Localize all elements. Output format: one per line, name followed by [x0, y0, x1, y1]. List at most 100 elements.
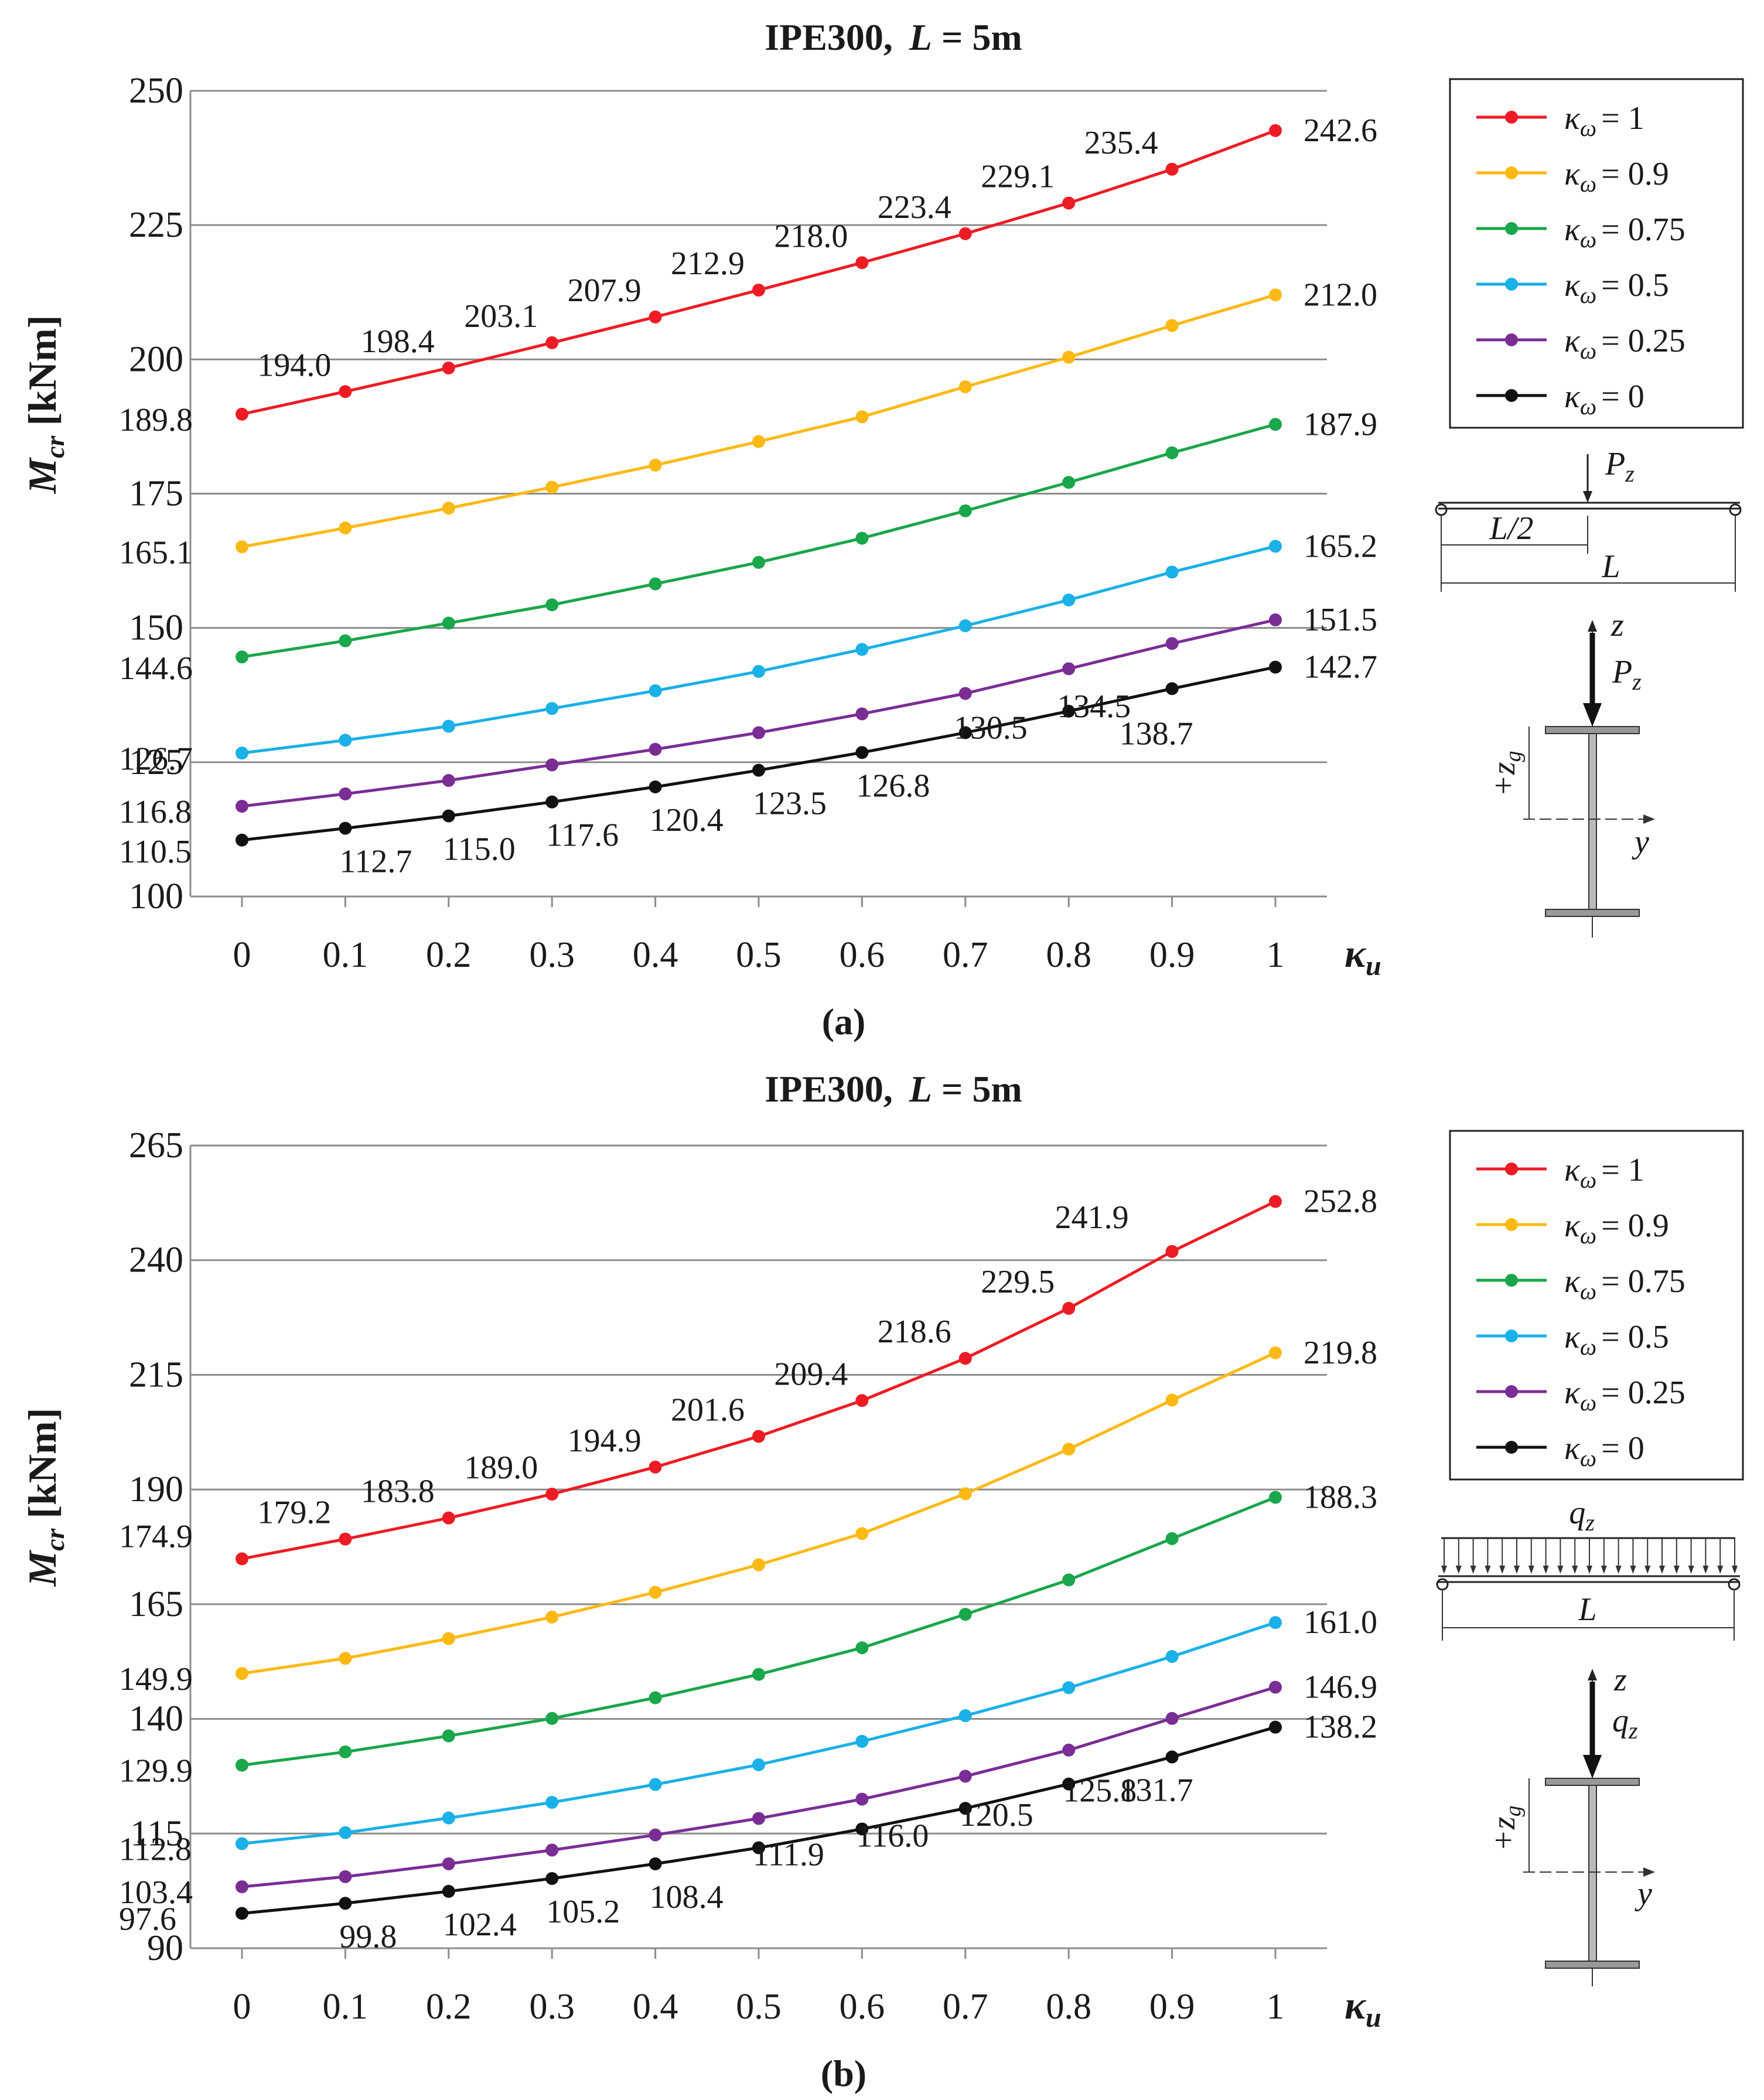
- data-point: [236, 1880, 248, 1894]
- data-point: [339, 634, 352, 647]
- x-tick-label: 0: [233, 1987, 251, 2027]
- distributed-load-arrows: [1441, 1538, 1738, 1574]
- legend-marker: [1505, 1441, 1518, 1454]
- data-point: [649, 1778, 662, 1791]
- legend-marker: [1505, 389, 1518, 402]
- data-point: [236, 1552, 248, 1566]
- legend-box: [1449, 1130, 1744, 1481]
- data-point: [752, 1758, 765, 1771]
- data-point: [1269, 1616, 1282, 1629]
- data-point: [236, 540, 248, 554]
- data-point: [1269, 1680, 1282, 1694]
- data-point: [855, 256, 869, 270]
- chart-a: IPE300, L = 5m Mcr [kNm] 100 125 150 175 200 2…: [20, 16, 1744, 1042]
- data-label: 120.5: [960, 1797, 1033, 1833]
- data-point: [339, 521, 352, 535]
- data-point: [1062, 704, 1076, 718]
- load-arrowhead: [1688, 1566, 1694, 1574]
- data-point: [649, 1460, 662, 1474]
- data-label: 108.4: [650, 1879, 724, 1915]
- data-label: 179.2: [257, 1495, 331, 1531]
- chart-a-gridlines: [189, 90, 1327, 907]
- web: [1588, 1785, 1597, 1962]
- y-tick-label: 140: [129, 1699, 183, 1739]
- x-tick-label: 0.4: [633, 1987, 678, 2027]
- data-point: [855, 1792, 869, 1806]
- data-point: [1165, 1245, 1179, 1258]
- legend-marker: [1505, 1385, 1518, 1398]
- data-point: [958, 1352, 972, 1365]
- data-label: 203.1: [464, 298, 538, 335]
- data-point: [545, 795, 559, 809]
- data-label: 126.7: [119, 741, 193, 777]
- data-label: 174.9: [119, 1518, 193, 1554]
- data-label: 123.5: [753, 786, 827, 822]
- data-point: [545, 1796, 559, 1809]
- load-arrowhead: [1543, 1566, 1549, 1574]
- chart-b-xlabel: κu: [1345, 1983, 1381, 2033]
- data-point: [545, 1843, 559, 1857]
- data-point: [442, 1511, 455, 1525]
- data-point: [958, 1770, 972, 1783]
- legend-entry: κω = 0.5: [1564, 267, 1669, 308]
- data-point: [1062, 1743, 1076, 1757]
- data-point: [855, 1527, 869, 1540]
- data-point: [855, 1734, 869, 1748]
- data-point: [958, 1487, 972, 1501]
- data-point: [236, 1758, 248, 1772]
- y-tick-label: 90: [147, 1928, 183, 1968]
- data-label: 129.9: [119, 1753, 193, 1789]
- y-tick-label: 165: [129, 1584, 183, 1624]
- data-label: 189.0: [464, 1450, 538, 1486]
- data-point: [1062, 594, 1076, 606]
- data-point: [752, 555, 765, 569]
- top-flange: [1545, 1778, 1640, 1786]
- data-label: 116.8: [119, 794, 192, 830]
- data-point: [958, 1608, 972, 1621]
- data-point: [545, 598, 559, 612]
- data-point: [855, 1394, 869, 1407]
- data-label: 138.2: [1304, 1709, 1377, 1746]
- x-tick-label: 0.2: [426, 935, 472, 975]
- data-point: [236, 1667, 248, 1680]
- chart-a-cross-section: z Pz y +zg: [1486, 607, 1655, 938]
- data-point: [958, 726, 972, 739]
- data-point: [752, 284, 765, 297]
- load-arrowhead: [1455, 1566, 1462, 1574]
- data-label: 105.2: [546, 1894, 620, 1930]
- chart-b-data-labels: 174.9 179.2 183.8 189.0 194.9 201.6 209.4 218.6…: [119, 1184, 1377, 1955]
- chart-a-title: IPE300, L = 5m: [765, 16, 1022, 58]
- data-label: 223.4: [878, 189, 951, 226]
- data-point: [545, 1487, 559, 1501]
- legend-entry: κω = 0: [1564, 1430, 1644, 1471]
- data-point: [1269, 613, 1282, 626]
- load-arrowhead: [1528, 1566, 1534, 1574]
- chart-b-title: IPE300, L = 5m: [765, 1068, 1022, 1110]
- y-tick-label: 115: [130, 1813, 183, 1853]
- z-axis-label: z: [1611, 607, 1624, 643]
- data-point: [1269, 1491, 1282, 1504]
- point-load-arrowhead: [1583, 491, 1592, 503]
- data-label: 188.3: [1304, 1479, 1377, 1515]
- data-point: [1269, 288, 1282, 302]
- legend-entry: κω = 1: [1564, 100, 1644, 141]
- data-point: [958, 227, 972, 240]
- data-label: 219.8: [1304, 1335, 1377, 1371]
- data-point: [545, 336, 559, 349]
- x-tick-label: 0.7: [943, 1987, 988, 2027]
- legend-entry: κω = 0.75: [1564, 212, 1685, 253]
- load-arrowhead: [1586, 1566, 1592, 1574]
- x-tick-label: 0.7: [943, 935, 988, 975]
- data-point: [442, 502, 455, 515]
- legend-entry: κω = 0: [1564, 379, 1644, 420]
- load-arrowhead: [1717, 1566, 1724, 1574]
- x-tick-label: 0.6: [840, 1987, 885, 2027]
- data-point: [339, 734, 352, 747]
- data-point: [1269, 660, 1282, 674]
- bottom-flange: [1545, 1961, 1640, 1969]
- data-point: [339, 1897, 352, 1910]
- data-point: [236, 1907, 248, 1920]
- legend-entry: κω = 0.9: [1564, 1208, 1669, 1249]
- data-label: 229.1: [981, 159, 1055, 195]
- chart-b-series: [236, 1195, 1282, 1920]
